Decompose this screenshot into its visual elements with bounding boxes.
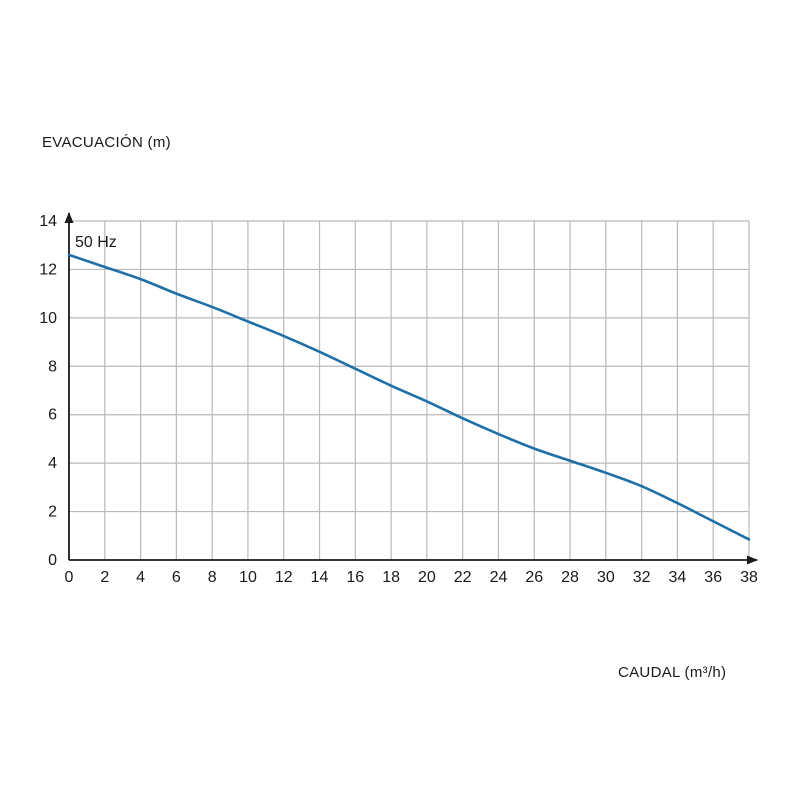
y-tick-label: 6 [48, 407, 57, 424]
x-tick-label: 4 [136, 569, 145, 586]
y-tick-label: 14 [39, 213, 57, 230]
x-tick-label: 2 [100, 569, 109, 586]
x-tick-label: 30 [597, 569, 615, 586]
x-tick-label: 22 [454, 569, 472, 586]
x-tick-label: 28 [561, 569, 579, 586]
x-tick-label: 0 [65, 569, 74, 586]
y-axis-arrow [64, 212, 74, 223]
y-tick-label: 0 [48, 552, 57, 569]
x-axis-label: CAUDAL (m³/h) [618, 664, 727, 681]
x-tick-label: 36 [704, 569, 722, 586]
y-tick-label: 10 [39, 310, 57, 327]
x-tick-label: 8 [208, 569, 217, 586]
x-tick-label: 10 [239, 569, 257, 586]
x-tick-label: 6 [172, 569, 181, 586]
x-tick-labels: 0 2 4 6 8 10 12 14 16 18 20 22 24 26 28 30 32 34 36 38 [65, 569, 758, 586]
y-tick-label: 8 [48, 358, 57, 375]
x-tick-label: 24 [490, 569, 508, 586]
x-tick-label: 14 [311, 569, 329, 586]
y-tick-labels: 0 2 4 6 8 10 12 14 [39, 213, 57, 569]
x-tick-label: 16 [346, 569, 364, 586]
x-tick-label: 20 [418, 569, 436, 586]
x-tick-label: 38 [740, 569, 758, 586]
x-tick-label: 12 [275, 569, 293, 586]
x-axis-arrow [747, 555, 758, 565]
y-axis-label: EVACUACIÓN (m) [42, 134, 171, 151]
series-line [67, 253, 751, 541]
x-tick-label: 32 [633, 569, 651, 586]
x-tick-label: 26 [525, 569, 543, 586]
grid [69, 220, 750, 560]
frequency-annotation: 50 Hz [75, 234, 117, 251]
y-tick-label: 4 [48, 455, 57, 472]
x-tick-label: 18 [382, 569, 400, 586]
axes [64, 212, 758, 565]
y-tick-label: 2 [48, 504, 57, 521]
y-tick-label: 12 [39, 261, 57, 278]
x-tick-label: 34 [669, 569, 687, 586]
